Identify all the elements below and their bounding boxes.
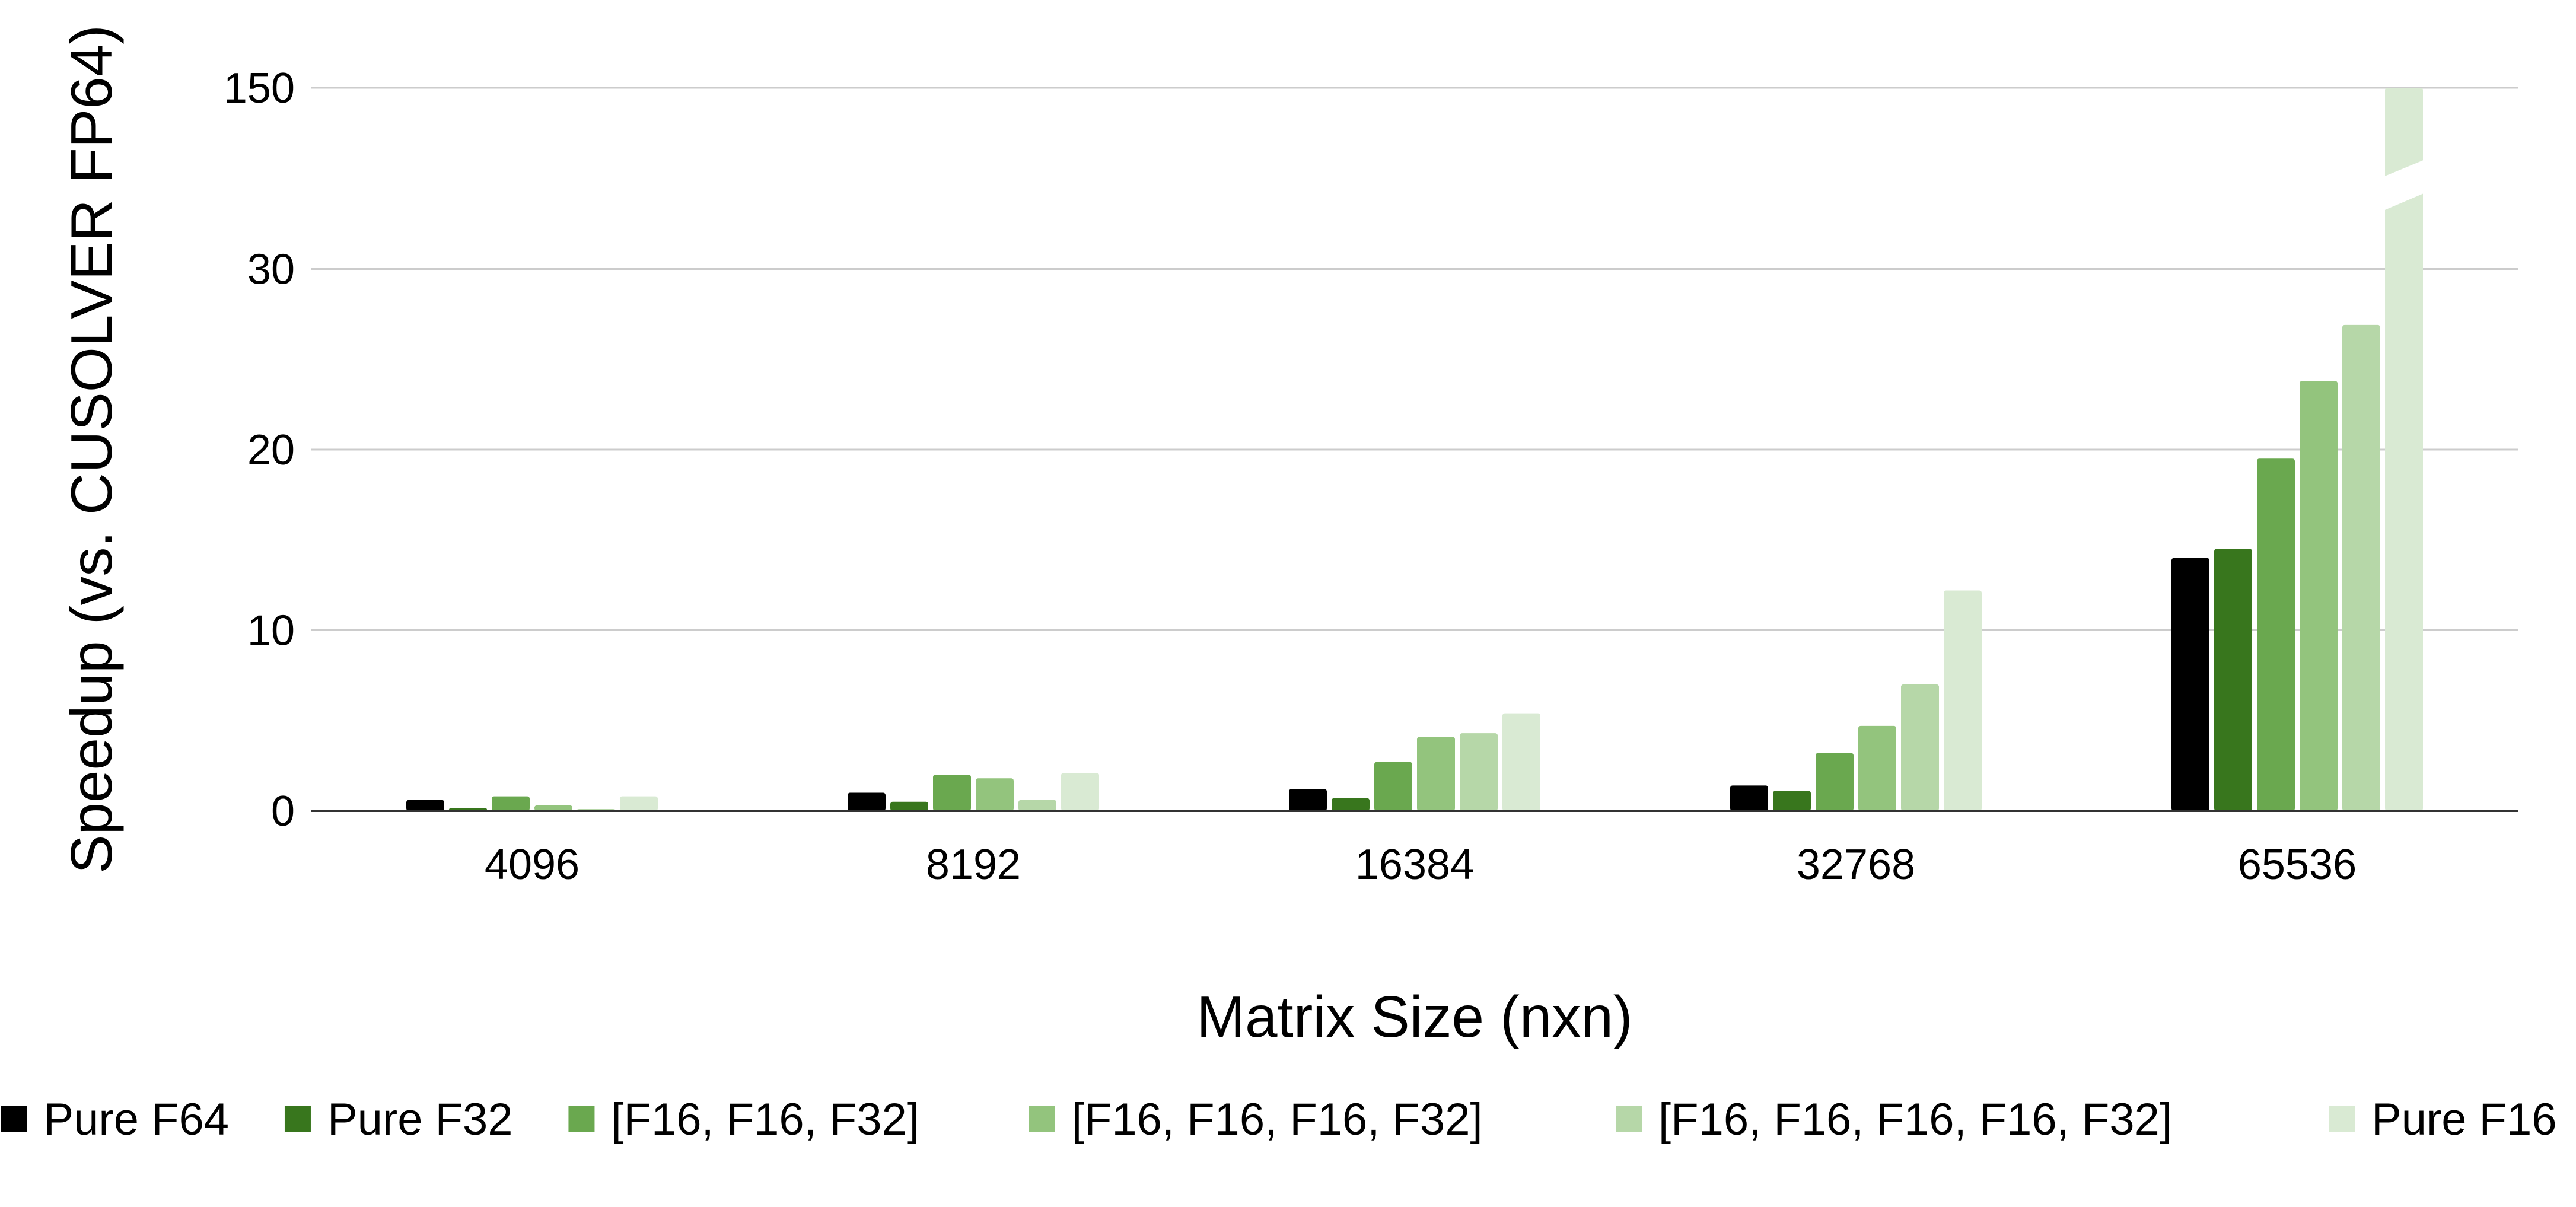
x-tick-label: 65536: [2238, 841, 2357, 888]
legend-label: [F16, F16, F16, F32]: [1072, 1094, 1483, 1145]
x-tick-label: 4096: [485, 841, 579, 888]
legend-swatch: [568, 1106, 595, 1132]
bar-f16-f16-f16-f16-f32-16384: [1460, 733, 1498, 811]
legend: Pure F64 Pure F32 [F16, F16, F32] [F16, F16…: [1, 1094, 2557, 1145]
bar-f16-f16-f32-16384: [1374, 762, 1412, 811]
bar-pure-f64-32768: [1730, 785, 1768, 811]
bar-f16-f16-f16-f16-f32-65536: [2342, 324, 2380, 811]
bar-f16-f16-f16-f16-f32-32768: [1901, 684, 1939, 811]
bar-pure-f32-65536: [2214, 549, 2252, 811]
y-tick-labels: 0 10 20 30 150: [224, 65, 295, 835]
x-tick-label: 16384: [1355, 841, 1474, 888]
y-tick-label: 30: [247, 246, 295, 294]
bar-f16-f16-f16-f32-65536: [2300, 381, 2338, 811]
bar-pure-f64-16384: [1289, 789, 1327, 811]
bar-pure-f32-16384: [1332, 798, 1370, 811]
bar-f16-f16-f16-f32-4096: [534, 805, 572, 811]
bar-f16-f16-f16-f16-f32-8192: [1018, 800, 1056, 811]
bar-pure-f16-65536: [2385, 88, 2423, 811]
bar-pure-f16-8192: [1061, 773, 1099, 811]
y-tick-label: 20: [247, 426, 295, 474]
y-tick-label: 150: [224, 65, 295, 112]
bar-f16-f16-f16-f32-32768: [1858, 725, 1896, 811]
bar-pure-f64-8192: [848, 792, 886, 811]
bar-pure-f32-32768: [1773, 791, 1811, 811]
legend-label: [F16, F16, F16, F16, F32]: [1658, 1094, 2172, 1145]
y-axis-title: Speedup (vs. CUSOLVER FP64): [59, 25, 124, 874]
y-tick-label: 0: [271, 788, 295, 835]
bars: [406, 88, 2423, 811]
x-tick-label: 8192: [926, 841, 1021, 888]
bar-pure-f16-4096: [620, 796, 658, 811]
legend-label: Pure F16: [2371, 1094, 2557, 1145]
x-tick-labels: 4096 8192 16384 32768 65536: [485, 841, 2357, 888]
legend-label: Pure F32: [327, 1094, 513, 1145]
x-tick-label: 32768: [1797, 841, 1915, 888]
bar-pure-f16-16384: [1502, 713, 1540, 811]
legend-swatch: [1616, 1106, 1642, 1132]
bar-pure-f32-8192: [890, 801, 928, 811]
legend-label: Pure F64: [43, 1094, 229, 1145]
bar-f16-f16-f32-8192: [933, 775, 971, 811]
bar-pure-f64-65536: [2171, 558, 2209, 811]
axis-break-band: [2338, 155, 2435, 230]
legend-swatch: [284, 1106, 311, 1132]
legend-swatch: [1029, 1106, 1055, 1132]
legend-swatch: [2329, 1106, 2355, 1132]
axis-break-marker: [2338, 155, 2435, 230]
bar-pure-f64-4096: [406, 800, 444, 811]
bar-pure-f16-32768: [1944, 590, 1982, 811]
gridlines: [311, 87, 2518, 631]
legend-swatch: [1, 1106, 27, 1132]
bar-f16-f16-f16-f32-8192: [976, 778, 1014, 811]
bar-f16-f16-f32-4096: [492, 796, 530, 811]
bar-f16-f16-f32-32768: [1816, 753, 1854, 811]
x-axis-title: Matrix Size (nxn): [1196, 984, 1632, 1049]
bar-f16-f16-f32-65536: [2257, 458, 2295, 811]
y-tick-label: 10: [247, 607, 295, 655]
bar-f16-f16-f16-f32-16384: [1417, 737, 1455, 811]
legend-label: [F16, F16, F32]: [611, 1094, 919, 1145]
